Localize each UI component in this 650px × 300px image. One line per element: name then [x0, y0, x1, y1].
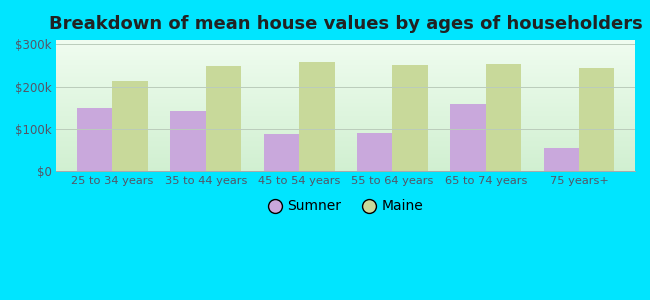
- Bar: [579, 68, 614, 171]
- Bar: [299, 62, 335, 171]
- Bar: [393, 64, 428, 171]
- Legend: Sumner, Maine: Sumner, Maine: [263, 194, 429, 219]
- Bar: [77, 108, 112, 171]
- Bar: [486, 64, 521, 171]
- Bar: [112, 81, 148, 171]
- Bar: [543, 148, 579, 171]
- Bar: [206, 66, 241, 171]
- Title: Breakdown of mean house values by ages of householders: Breakdown of mean house values by ages o…: [49, 15, 643, 33]
- Bar: [264, 134, 299, 171]
- Bar: [170, 111, 206, 171]
- Bar: [357, 133, 393, 171]
- Bar: [450, 104, 486, 171]
